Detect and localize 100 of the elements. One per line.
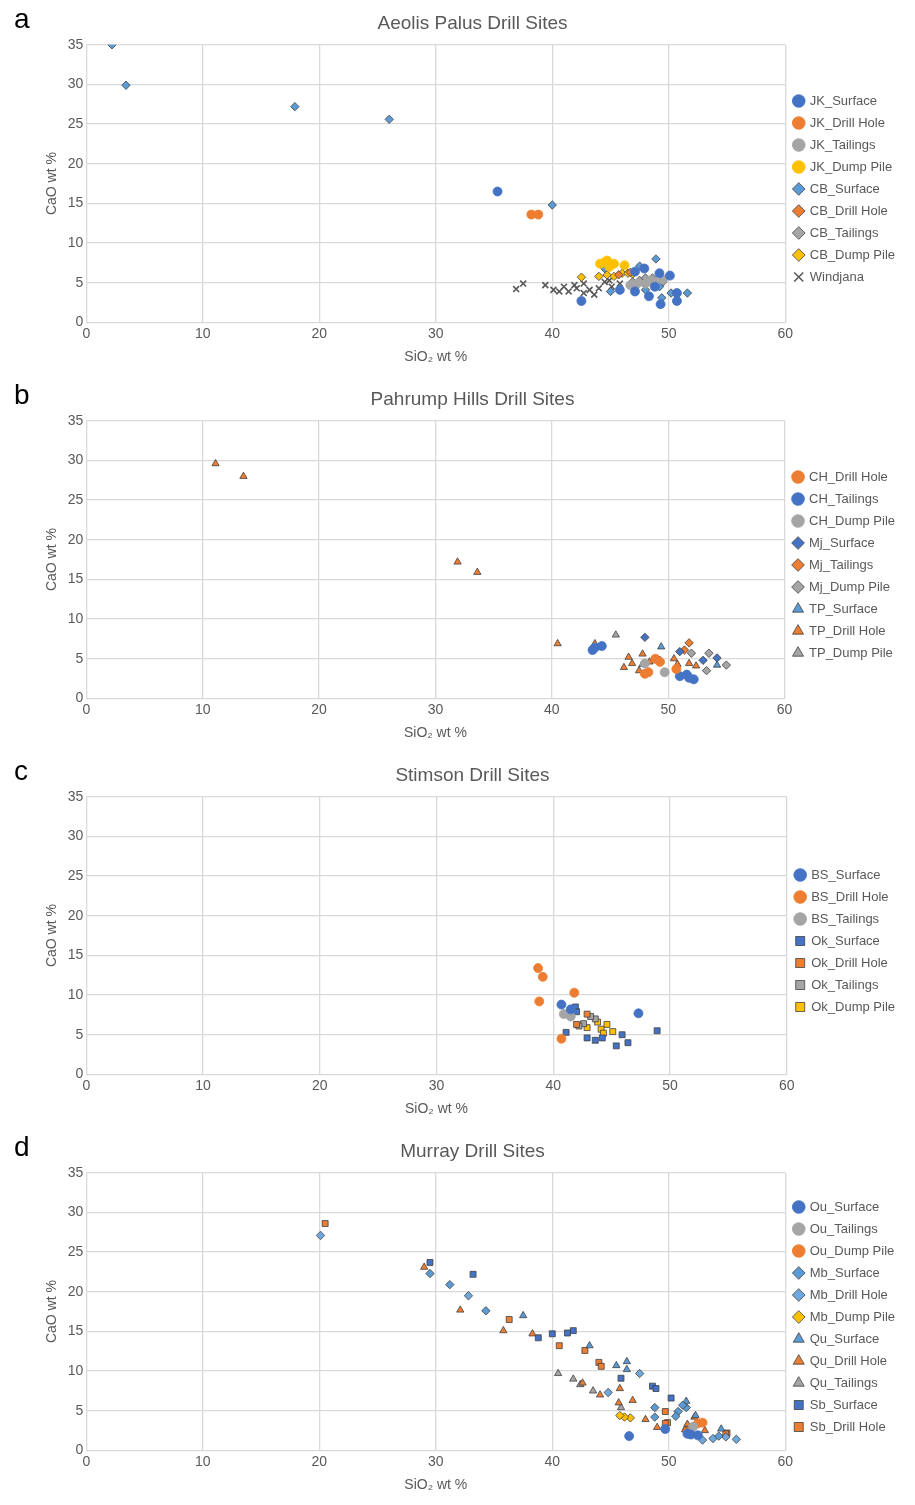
legend-label: Ok_Drill Hole bbox=[811, 954, 888, 970]
legend-label: Ou_Surface bbox=[809, 1198, 880, 1214]
x-tick-label: 50 bbox=[660, 324, 677, 341]
legend-label: Qu_Drill Hole bbox=[809, 1352, 888, 1368]
legend-label: Mb_Surface bbox=[809, 1264, 880, 1280]
x-tick-label: 30 bbox=[428, 1076, 445, 1093]
y-tick-label: 15 bbox=[67, 194, 84, 211]
legend-label: Qu_Surface bbox=[809, 1330, 880, 1346]
y-tick-label: 0 bbox=[75, 689, 84, 706]
x-axis-title: SiO₂ wt % bbox=[404, 348, 468, 365]
x-tick-label: 20 bbox=[312, 1076, 328, 1093]
x-tick-label: 40 bbox=[544, 1452, 561, 1469]
y-tick-label: 20 bbox=[67, 1282, 84, 1299]
y-tick-label: 35 bbox=[67, 411, 84, 428]
y-axis-title: CaO wt % bbox=[43, 904, 60, 968]
x-tick-label: 60 bbox=[778, 1076, 795, 1093]
legend-label: JK_Surface bbox=[809, 92, 877, 108]
y-tick-label: 15 bbox=[67, 946, 84, 963]
x-tick-label: 40 bbox=[545, 1076, 562, 1093]
x-axis-title: SiO₂ wt % bbox=[403, 724, 467, 741]
legend-label: CH_Dump Pile bbox=[809, 512, 896, 528]
x-tick-label: 50 bbox=[660, 1452, 677, 1469]
x-tick-label: 10 bbox=[195, 1452, 211, 1469]
legend-label: CH_Tailings bbox=[809, 490, 879, 506]
legend-label: CB_Tailings bbox=[809, 224, 879, 240]
legend-label: Ok_Dump Pile bbox=[811, 998, 895, 1014]
x-tick-label: 40 bbox=[544, 700, 560, 717]
legend-label: TP_Surface bbox=[809, 600, 878, 616]
legend-label: BS_Tailings bbox=[811, 910, 880, 926]
y-tick-label: 0 bbox=[75, 313, 84, 330]
y-axis-title: CaO wt % bbox=[43, 528, 60, 592]
text: b bbox=[14, 378, 30, 410]
y-tick-label: 25 bbox=[67, 114, 84, 131]
legend-label: CB_Surface bbox=[809, 180, 880, 196]
legend-label: Mj_Dump Pile bbox=[809, 578, 890, 594]
y-axis-title: CaO wt % bbox=[43, 1280, 60, 1344]
legend-label: JK_Dump Pile bbox=[809, 158, 893, 174]
y-tick-label: 5 bbox=[75, 273, 84, 290]
x-axis-title: SiO₂ wt % bbox=[404, 1476, 468, 1493]
y-tick-label: 20 bbox=[67, 530, 84, 547]
x-tick-label: 60 bbox=[776, 700, 793, 717]
y-tick-label: 35 bbox=[67, 35, 84, 52]
text: a bbox=[14, 2, 30, 34]
x-tick-label: 10 bbox=[195, 324, 211, 341]
legend-label: TP_Dump Pile bbox=[809, 644, 893, 660]
x-tick-label: 10 bbox=[195, 1076, 212, 1093]
y-tick-label: 25 bbox=[67, 1242, 84, 1259]
x-tick-label: 50 bbox=[660, 700, 677, 717]
x-tick-label: 50 bbox=[662, 1076, 678, 1093]
legend-label: BS_Surface bbox=[811, 866, 881, 882]
legend-label: Ok_Tailings bbox=[811, 976, 879, 992]
legend-label: Mb_Drill Hole bbox=[809, 1286, 888, 1302]
y-tick-label: 20 bbox=[67, 906, 84, 923]
y-tick-label: 5 bbox=[75, 649, 84, 666]
x-tick-label: 30 bbox=[428, 324, 444, 341]
y-tick-label: 15 bbox=[67, 1322, 84, 1339]
x-tick-label: 40 bbox=[544, 324, 561, 341]
chart-title: Aeolis Palus Drill Sites bbox=[377, 11, 568, 33]
y-tick-label: 30 bbox=[67, 1203, 84, 1220]
y-tick-label: 10 bbox=[67, 1361, 84, 1378]
legend-label: Qu_Tailings bbox=[809, 1374, 879, 1390]
y-tick-label: 15 bbox=[67, 570, 84, 587]
text: c bbox=[14, 754, 28, 786]
legend-label: Mj_Tailings bbox=[809, 556, 874, 572]
y-tick-label: 30 bbox=[67, 827, 84, 844]
x-tick-label: 60 bbox=[777, 324, 794, 341]
chart-title: Pahrump Hills Drill Sites bbox=[370, 387, 575, 409]
legend-label: BS_Drill Hole bbox=[811, 888, 889, 904]
chart-title: Murray Drill Sites bbox=[400, 1139, 545, 1161]
legend-label: CB_Dump Pile bbox=[809, 246, 896, 262]
legend-label: CH_Drill Hole bbox=[809, 468, 888, 484]
legend-label: Mj_Surface bbox=[809, 534, 875, 550]
x-tick-label: 20 bbox=[311, 1452, 328, 1469]
y-tick-label: 5 bbox=[75, 1025, 84, 1042]
text: d bbox=[14, 1130, 30, 1162]
legend-label: Sb_Surface bbox=[809, 1396, 878, 1412]
x-axis-title: SiO₂ wt % bbox=[405, 1100, 469, 1117]
y-tick-label: 25 bbox=[67, 490, 84, 507]
x-tick-label: 20 bbox=[311, 700, 328, 717]
x-tick-label: 30 bbox=[428, 1452, 444, 1469]
legend-label: Mb_Dump Pile bbox=[809, 1308, 896, 1324]
legend-label: Windjana bbox=[809, 268, 865, 284]
legend-label: Sb_Drill Hole bbox=[809, 1418, 886, 1434]
y-tick-label: 30 bbox=[67, 75, 84, 92]
x-tick-label: 30 bbox=[427, 700, 444, 717]
legend-label: Ok_Surface bbox=[811, 932, 880, 948]
legend-label: JK_Tailings bbox=[809, 136, 876, 152]
legend-label: CB_Drill Hole bbox=[809, 202, 888, 218]
chart-title: Stimson Drill Sites bbox=[395, 763, 550, 785]
x-tick-label: 60 bbox=[777, 1452, 794, 1469]
legend-label: JK_Drill Hole bbox=[809, 114, 885, 130]
y-tick-label: 35 bbox=[67, 1163, 84, 1180]
legend-label: TP_Drill Hole bbox=[809, 622, 886, 638]
y-tick-label: 30 bbox=[67, 451, 84, 468]
legend-label: Ou_Dump Pile bbox=[809, 1242, 895, 1258]
y-tick-label: 10 bbox=[67, 609, 84, 626]
y-tick-label: 10 bbox=[67, 233, 84, 250]
y-tick-label: 0 bbox=[75, 1065, 84, 1082]
x-tick-label: 20 bbox=[311, 324, 328, 341]
y-axis-title: CaO wt % bbox=[43, 152, 60, 216]
